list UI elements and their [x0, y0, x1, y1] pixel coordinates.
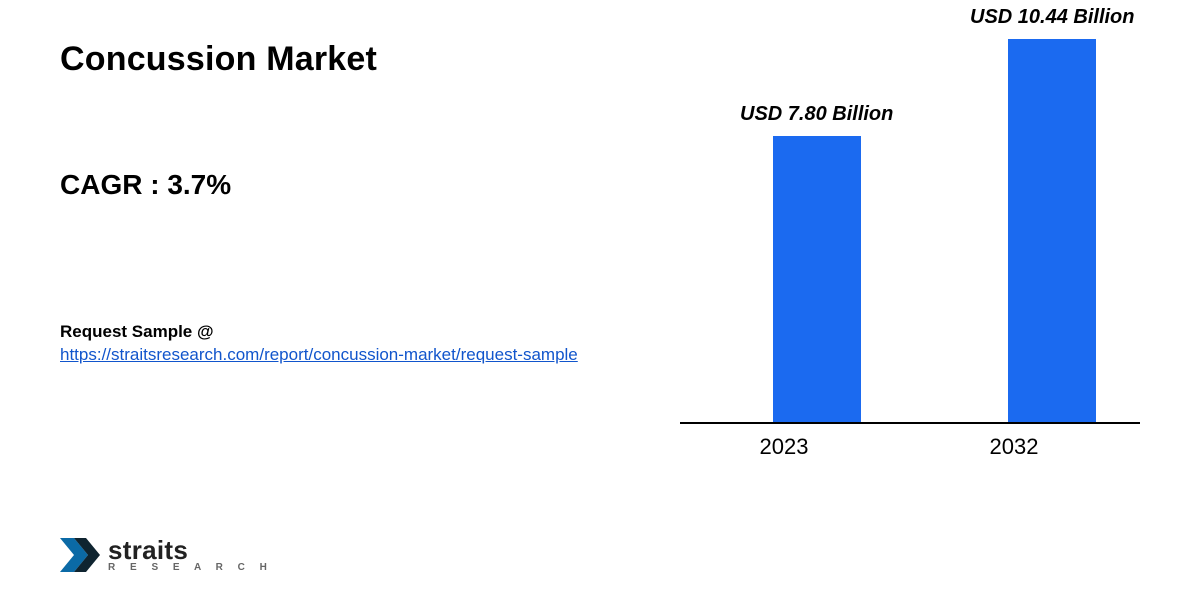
chart-plot-area: USD 7.80 BillionUSD 10.44 Billion: [680, 20, 1140, 424]
bar-x-label: 2023: [754, 434, 814, 460]
market-bar-chart: USD 7.80 BillionUSD 10.44 Billion 2023 20…: [680, 20, 1140, 460]
page-root: Concussion Market CAGR : 3.7% Request Sa…: [0, 0, 1200, 600]
brand-logo: straits R E S E A R C H: [60, 538, 273, 572]
request-sample-prefix: Request Sample @: [60, 322, 214, 341]
bar-group: USD 7.80 Billion: [740, 103, 893, 422]
brand-logo-sub: R E S E A R C H: [108, 563, 273, 573]
bar: [773, 136, 861, 422]
bar: [1008, 39, 1096, 422]
request-sample-block: Request Sample @ https://straitsresearch…: [60, 321, 580, 367]
brand-logo-text: straits R E S E A R C H: [108, 538, 273, 572]
brand-logo-main: straits: [108, 538, 273, 563]
bar-group: USD 10.44 Billion: [970, 6, 1135, 422]
bar-value-label: USD 10.44 Billion: [970, 6, 1135, 29]
bar-value-label: USD 7.80 Billion: [740, 103, 893, 126]
request-sample-link[interactable]: https://straitsresearch.com/report/concu…: [60, 345, 578, 364]
chevron-icon: [60, 538, 100, 572]
bar-x-label: 2032: [984, 434, 1044, 460]
